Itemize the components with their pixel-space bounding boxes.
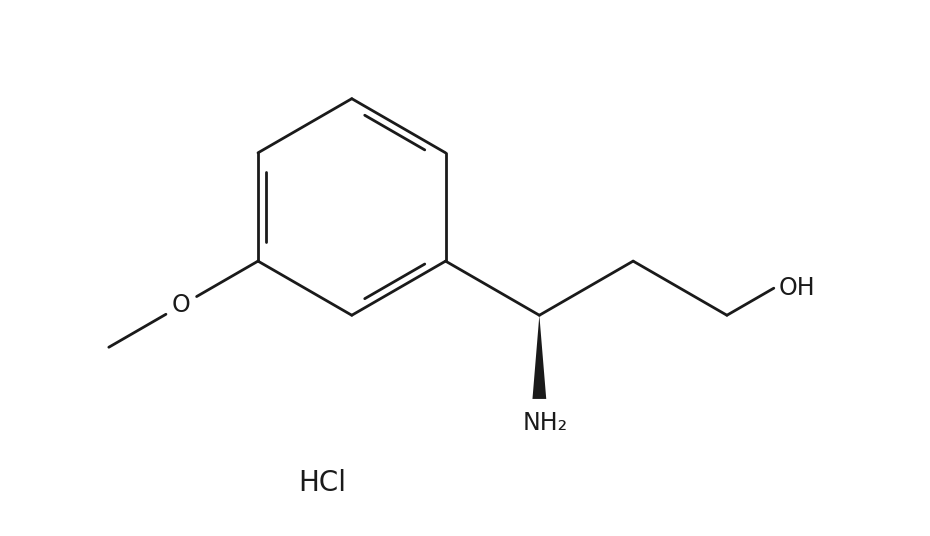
Text: O: O — [172, 293, 191, 317]
Polygon shape — [533, 315, 546, 399]
Text: NH₂: NH₂ — [523, 411, 568, 435]
Text: OH: OH — [778, 276, 816, 300]
Text: HCl: HCl — [299, 468, 346, 497]
